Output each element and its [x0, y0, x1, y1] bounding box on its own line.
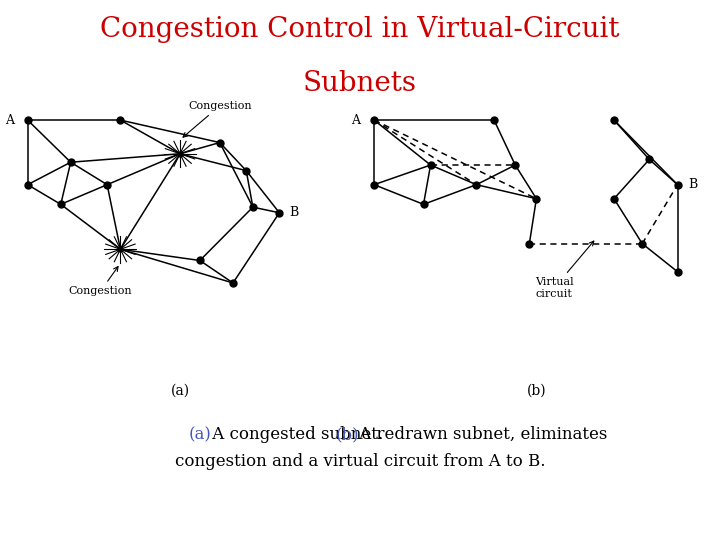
Text: Congestion: Congestion: [183, 101, 251, 137]
Text: (b): (b): [526, 384, 546, 398]
Text: Congestion: Congestion: [68, 267, 132, 296]
Text: (a): (a): [189, 426, 212, 443]
Text: B: B: [289, 206, 299, 219]
Text: A: A: [6, 113, 14, 126]
Text: B: B: [688, 178, 698, 191]
Text: congestion and a virtual circuit from A to B.: congestion and a virtual circuit from A …: [175, 453, 545, 470]
Text: A: A: [351, 113, 360, 126]
Text: A congested subnet.: A congested subnet.: [207, 426, 388, 443]
Text: (b): (b): [336, 426, 359, 443]
Text: Virtual
circuit: Virtual circuit: [535, 241, 594, 299]
Text: (a): (a): [171, 384, 189, 398]
Text: Congestion Control in Virtual-Circuit: Congestion Control in Virtual-Circuit: [100, 16, 620, 43]
Text: A redrawn subnet, eliminates: A redrawn subnet, eliminates: [354, 426, 607, 443]
Text: Subnets: Subnets: [303, 70, 417, 97]
